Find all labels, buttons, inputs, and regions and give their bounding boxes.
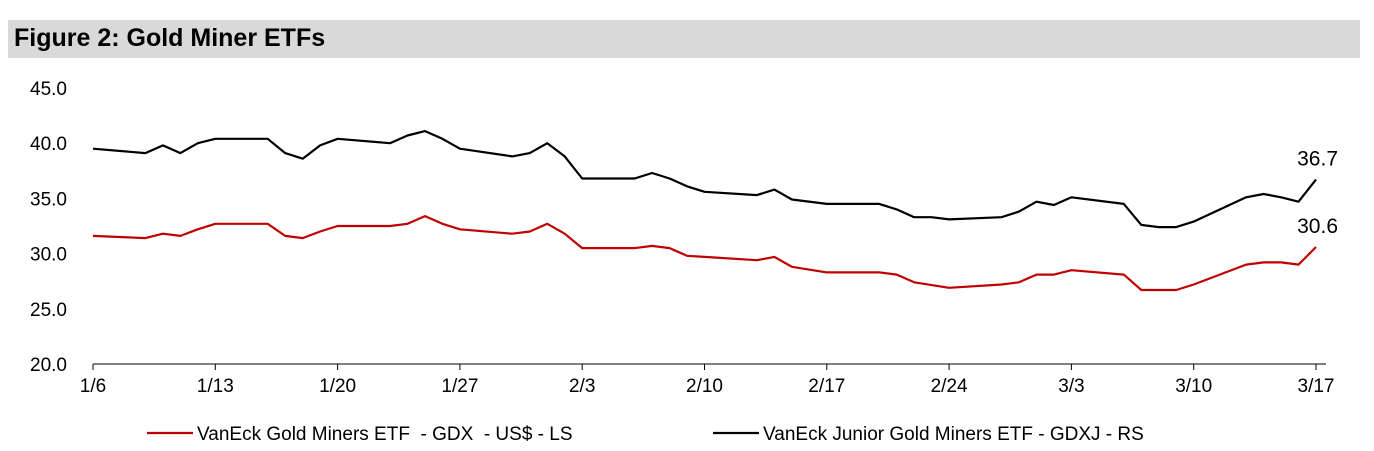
y-tick-label: 35.0 (30, 189, 67, 210)
figure-header: Figure 2: Gold Miner ETFs (8, 20, 1360, 58)
legend-label: VanEck Junior Gold Miners ETF - GDXJ - R… (763, 424, 1144, 445)
chart-title: Figure 2: Gold Miner ETFs (14, 24, 326, 52)
x-tick-label: 1/27 (441, 376, 478, 397)
x-tick-label: 2/10 (686, 376, 723, 397)
series-line-gdxj (92, 130, 1317, 229)
end-value-label: 36.7 (1297, 148, 1338, 171)
end-value-label: 30.6 (1297, 215, 1338, 238)
x-tick-label: 3/3 (1058, 376, 1084, 397)
x-tick-label: 1/6 (80, 376, 106, 397)
x-tick-label: 2/3 (569, 376, 595, 397)
series-line-gdx (92, 215, 1317, 292)
x-tick-label: 1/20 (319, 376, 356, 397)
y-tick-label: 45.0 (30, 79, 67, 100)
x-tick-label: 3/17 (1298, 376, 1335, 397)
legend: VanEck Gold Miners ETF - GDX - US$ - LS V… (147, 424, 1144, 445)
x-tick-label: 1/13 (197, 376, 234, 397)
series-lines: 30.6 36.7 (92, 130, 1338, 292)
y-axis: 20.0 25.0 30.0 35.0 40.0 45.0 (30, 79, 67, 376)
y-tick-label: 25.0 (30, 300, 67, 321)
x-tick-label: 3/10 (1175, 376, 1212, 397)
y-tick-label: 20.0 (30, 355, 67, 376)
y-tick-label: 30.0 (30, 245, 67, 266)
x-tick-label: 2/24 (931, 376, 968, 397)
legend-label: VanEck Gold Miners ETF - GDX - US$ - LS (197, 424, 573, 445)
x-tick-label: 2/17 (808, 376, 845, 397)
y-tick-label: 40.0 (30, 134, 67, 155)
x-axis: 1/6 1/13 1/20 1/27 2/3 2/10 2/17 2/24 3/3 3/10 3/1… (80, 363, 1335, 397)
